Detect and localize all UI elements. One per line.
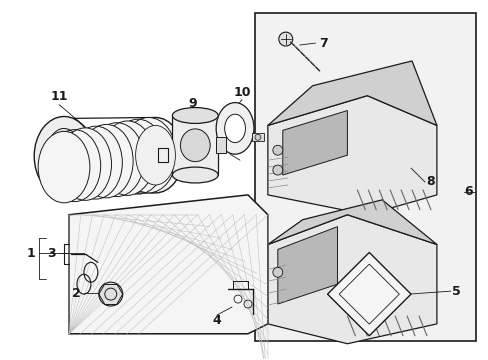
Text: 6: 6 bbox=[464, 185, 472, 198]
Ellipse shape bbox=[172, 108, 218, 123]
Text: 11: 11 bbox=[50, 90, 68, 103]
Circle shape bbox=[272, 267, 282, 277]
Polygon shape bbox=[69, 195, 267, 334]
Text: 1: 1 bbox=[27, 247, 36, 260]
Circle shape bbox=[272, 145, 282, 155]
Ellipse shape bbox=[79, 125, 133, 198]
Ellipse shape bbox=[34, 117, 94, 196]
Bar bbox=[216, 137, 225, 153]
Polygon shape bbox=[267, 61, 436, 125]
Polygon shape bbox=[267, 200, 436, 244]
Ellipse shape bbox=[59, 128, 111, 201]
Text: 10: 10 bbox=[233, 86, 250, 99]
Ellipse shape bbox=[216, 103, 253, 154]
Ellipse shape bbox=[180, 129, 210, 162]
Ellipse shape bbox=[38, 131, 90, 203]
Text: 4: 4 bbox=[212, 314, 221, 327]
Bar bbox=[254, 13, 475, 341]
Ellipse shape bbox=[46, 129, 82, 184]
Polygon shape bbox=[267, 215, 436, 344]
Bar bbox=[251, 133, 264, 141]
Polygon shape bbox=[282, 111, 346, 175]
Circle shape bbox=[272, 165, 282, 175]
Circle shape bbox=[278, 32, 292, 46]
Polygon shape bbox=[327, 252, 410, 336]
Text: 7: 7 bbox=[319, 37, 327, 50]
Ellipse shape bbox=[135, 125, 175, 185]
Polygon shape bbox=[277, 227, 337, 304]
Ellipse shape bbox=[172, 167, 218, 183]
Text: 5: 5 bbox=[451, 285, 460, 298]
Polygon shape bbox=[267, 96, 436, 215]
Polygon shape bbox=[339, 264, 399, 324]
Ellipse shape bbox=[121, 117, 176, 193]
Bar bbox=[172, 116, 218, 175]
Circle shape bbox=[254, 134, 261, 140]
Text: 3: 3 bbox=[47, 247, 55, 260]
Circle shape bbox=[99, 282, 122, 306]
Text: 2: 2 bbox=[71, 287, 80, 300]
Text: 8: 8 bbox=[426, 175, 434, 189]
Ellipse shape bbox=[127, 117, 183, 193]
Text: 9: 9 bbox=[187, 97, 196, 110]
Ellipse shape bbox=[224, 114, 245, 143]
Ellipse shape bbox=[100, 121, 154, 195]
